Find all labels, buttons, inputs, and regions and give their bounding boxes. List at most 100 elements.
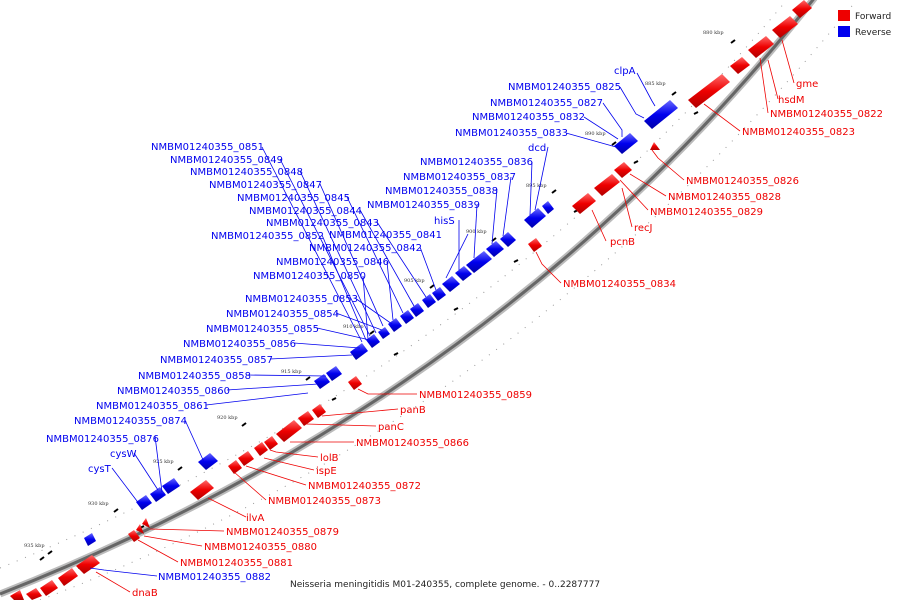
gene-label: NMBM01240355_0853: [245, 294, 358, 305]
gene-label-cysT: cysT: [88, 464, 112, 475]
reverse-gene-arrow: [524, 208, 546, 228]
reverse-gene-arrow: [442, 276, 460, 292]
legend-label-reverse: Reverse: [855, 28, 892, 38]
gene-label: NMBM01240355_0834: [563, 279, 676, 290]
reverse-gene-arrow: [136, 495, 152, 510]
tick-label: 890 kbp: [585, 131, 606, 137]
gene-label: NMBM01240355_0846: [276, 257, 389, 268]
reverse-gene-arrow: [162, 478, 180, 494]
gene-label: NMBM01240355_0852: [211, 231, 324, 242]
tick-marks: [39, 39, 736, 569]
reverse-gene-arrow: [198, 453, 218, 470]
map-caption: Neisseria meningitidis M01-240355, compl…: [290, 580, 600, 590]
gene-label-clpA: clpA: [614, 66, 636, 77]
tick-label: 905 kbp: [404, 278, 425, 284]
gene-label-hisS: hisS: [434, 216, 455, 227]
forward-gene-arrow: [228, 460, 242, 474]
reverse-gene-arrow: [400, 310, 414, 324]
gene-label: NMBM01240355_0841: [329, 230, 442, 241]
gene-label-gme: gme: [796, 79, 818, 90]
forward-gene-arrow: [614, 162, 632, 178]
forward-gene-arrow: [528, 238, 542, 252]
gene-label-cysW: cysW: [110, 449, 137, 460]
gene-label: NMBM01240355_0880: [204, 542, 317, 553]
gene-label: NMBM01240355_0837: [403, 172, 516, 183]
legend-swatch-forward: [838, 10, 850, 21]
gene-label: NMBM01240355_0825: [508, 82, 621, 93]
reverse-gene-arrow: [150, 487, 166, 502]
gene-label: NMBM01240355_0849: [170, 155, 283, 166]
tick-labels: 880 kbp 885 kbp 890 kbp 895 kbp 900 kbp …: [24, 30, 724, 549]
forward-gene-arrow: [40, 580, 58, 596]
gene-label: NMBM01240355_0859: [419, 390, 532, 401]
reverse-gene-arrow: [486, 241, 504, 257]
gene-label: NMBM01240355_0876: [46, 434, 159, 445]
gene-label-dcd: dcd: [528, 143, 546, 154]
forward-leader-lines: [95, 39, 795, 593]
reverse-gene-arrow: [432, 287, 446, 301]
gene-label: NMBM01240355_0833: [455, 128, 568, 139]
genome-backbone-shadow: [0, 0, 818, 598]
reverse-gene-arrow: [644, 100, 678, 129]
forward-features: [10, 0, 812, 600]
gene-label-panB: panB: [400, 405, 426, 416]
forward-gene-arrow: [264, 436, 278, 450]
forward-gene-arrow: [312, 404, 326, 418]
gene-label: NMBM01240355_0826: [686, 176, 799, 187]
gene-label-hsdM: hsdM: [778, 95, 805, 106]
reverse-gene-arrow: [614, 133, 638, 154]
gene-label-pcnB: pcnB: [610, 237, 635, 248]
forward-gene-arrow: [748, 36, 774, 58]
forward-gene-arrow: [238, 451, 254, 466]
gene-label: NMBM01240355_0874: [74, 416, 187, 427]
reverse-gene-arrow: [84, 533, 96, 546]
gene-label: NMBM01240355_0872: [308, 481, 421, 492]
forward-gene-arrow: [772, 16, 798, 38]
forward-gene-arrow: [26, 588, 42, 600]
gene-label: NMBM01240355_0854: [226, 309, 339, 320]
tick-label: 915 kbp: [281, 369, 302, 375]
tick-label: 880 kbp: [703, 30, 724, 36]
forward-gene-arrow: [650, 142, 660, 150]
gene-label: NMBM01240355_0829: [650, 207, 763, 218]
reverse-gene-arrow: [410, 303, 424, 317]
reverse-gene-arrow: [422, 294, 436, 308]
gene-label-ilvA: ilvA: [246, 513, 264, 524]
gene-label: NMBM01240355_0856: [183, 339, 296, 350]
gene-label: NMBM01240355_0861: [96, 401, 209, 412]
forward-gene-arrow: [298, 411, 314, 426]
forward-gene-arrow: [730, 57, 750, 74]
reverse-leader-lines: [89, 72, 656, 577]
forward-gene-arrow: [348, 376, 362, 390]
gene-label: NMBM01240355_0839: [367, 200, 480, 211]
gene-label: NMBM01240355_0828: [668, 192, 781, 203]
gene-label: NMBM01240355_0879: [226, 527, 339, 538]
gene-label-recJ: recJ: [634, 223, 653, 234]
forward-gene-arrow: [190, 480, 214, 500]
reverse-gene-arrow: [466, 251, 492, 273]
gene-label: NMBM01240355_0881: [180, 558, 293, 569]
forward-gene-arrow: [594, 174, 620, 196]
gene-label: NMBM01240355_0844: [249, 206, 362, 217]
gene-label: NMBM01240355_0866: [356, 438, 469, 449]
tick-label: 920 kbp: [217, 415, 238, 421]
reverse-gene-arrow: [350, 343, 368, 360]
forward-gene-arrow: [128, 530, 140, 542]
tick-label: 895 kbp: [526, 183, 547, 189]
genome-backbone: [0, 0, 815, 596]
reverse-gene-arrow: [388, 318, 402, 332]
legend: Forward Reverse: [838, 10, 892, 38]
gene-label: NMBM01240355_0843: [266, 218, 379, 229]
reverse-gene-arrow: [326, 366, 342, 381]
reverse-gene-arrow: [314, 374, 330, 389]
gene-label: NMBM01240355_0822: [770, 109, 883, 120]
reverse-gene-arrow: [542, 201, 554, 214]
gene-label: NMBM01240355_0827: [490, 98, 603, 109]
gene-label-dnaB: dnaB: [132, 588, 158, 599]
forward-gene-arrow: [254, 442, 268, 456]
gene-label: NMBM01240355_0855: [206, 324, 319, 335]
tick-label: 935 kbp: [24, 543, 45, 549]
tick-label: 900 kbp: [466, 229, 487, 235]
gene-label: NMBM01240355_0882: [158, 572, 271, 583]
